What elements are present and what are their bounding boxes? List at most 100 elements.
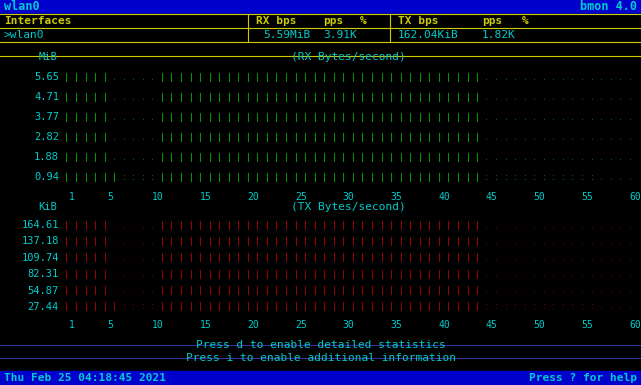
Text: |: |: [379, 112, 385, 122]
Text: .: .: [590, 286, 594, 295]
Text: 40: 40: [438, 192, 450, 202]
Text: Thu Feb 25 04:18:45 2021: Thu Feb 25 04:18:45 2021: [4, 373, 166, 383]
Text: |: |: [313, 172, 317, 181]
Text: |: |: [246, 221, 251, 230]
Text: |: |: [160, 253, 165, 262]
Text: 10: 10: [152, 320, 163, 330]
Text: |: |: [246, 253, 251, 262]
Text: |: |: [389, 286, 394, 295]
Text: |: |: [427, 221, 432, 230]
Text: |: |: [255, 132, 260, 142]
Text: |: |: [456, 237, 461, 246]
Text: |: |: [370, 172, 375, 181]
Text: .: .: [542, 112, 547, 122]
Text: |: |: [313, 72, 317, 82]
Text: |: |: [188, 112, 194, 122]
Text: |: |: [427, 286, 432, 295]
Text: |: |: [160, 270, 165, 279]
Text: .: .: [580, 72, 585, 82]
Text: .: .: [542, 286, 547, 295]
Text: |: |: [313, 237, 317, 246]
Text: |: |: [446, 286, 451, 295]
Text: |: |: [370, 302, 375, 311]
Text: |: |: [198, 253, 203, 262]
Text: |: |: [64, 172, 69, 181]
Text: |: |: [274, 92, 279, 102]
Text: |: |: [169, 172, 174, 181]
Text: |: |: [446, 132, 451, 142]
Text: .: .: [618, 172, 623, 181]
Text: .: .: [551, 72, 556, 82]
Text: :: :: [122, 302, 126, 311]
Text: .: .: [112, 92, 117, 102]
Text: .: .: [599, 112, 604, 122]
Text: 1.88: 1.88: [34, 152, 59, 162]
Text: |: |: [93, 237, 98, 246]
Text: .: .: [628, 286, 633, 295]
Text: |: |: [246, 286, 251, 295]
Text: 40: 40: [438, 320, 450, 330]
Text: :: :: [590, 172, 594, 181]
Text: |: |: [198, 112, 203, 122]
Text: |: |: [456, 72, 461, 82]
Text: (TX Bytes/second): (TX Bytes/second): [291, 202, 406, 212]
Text: |: |: [93, 92, 98, 102]
Text: .: .: [532, 112, 537, 122]
Text: |: |: [284, 172, 289, 181]
Text: |: |: [236, 270, 241, 279]
Text: .: .: [561, 112, 566, 122]
Text: |: |: [379, 270, 385, 279]
Text: |: |: [341, 92, 346, 102]
Text: |: |: [246, 270, 251, 279]
Text: .: .: [485, 132, 490, 142]
Text: .: .: [532, 92, 537, 102]
Text: 55: 55: [581, 320, 593, 330]
Text: |: |: [427, 72, 432, 82]
Text: |: |: [456, 286, 461, 295]
Text: |: |: [322, 132, 327, 142]
Text: 25: 25: [295, 192, 306, 202]
Text: |: |: [322, 237, 327, 246]
Text: |: |: [360, 253, 365, 262]
Text: |: |: [331, 72, 337, 82]
Text: .: .: [522, 237, 528, 246]
Text: :: :: [580, 172, 585, 181]
Text: .: .: [150, 237, 155, 246]
Text: :: :: [140, 302, 146, 311]
Text: .: .: [485, 286, 490, 295]
Text: .: .: [494, 152, 499, 161]
Text: |: |: [103, 270, 108, 279]
Text: .: .: [608, 92, 613, 102]
Text: |: |: [160, 237, 165, 246]
Text: |: |: [446, 253, 451, 262]
Text: :: :: [561, 172, 566, 181]
Text: |: |: [351, 112, 356, 122]
Text: |: |: [198, 237, 203, 246]
Text: |: |: [179, 221, 184, 230]
Text: |: |: [83, 152, 88, 161]
Text: |: |: [418, 112, 422, 122]
Text: |: |: [427, 172, 432, 181]
Text: :: :: [485, 302, 490, 311]
Text: |: |: [93, 172, 98, 181]
Text: .: .: [628, 92, 633, 102]
Text: :: :: [504, 172, 508, 181]
Text: |: |: [274, 237, 279, 246]
Text: |: |: [456, 270, 461, 279]
Text: :: :: [551, 172, 556, 181]
Text: |: |: [236, 237, 241, 246]
Text: 137.18: 137.18: [22, 236, 59, 246]
Text: |: |: [274, 253, 279, 262]
Text: .: .: [494, 112, 499, 122]
Text: |: |: [188, 270, 194, 279]
Text: 3.77: 3.77: [34, 112, 59, 122]
Text: .: .: [140, 152, 146, 161]
Text: |: |: [379, 253, 385, 262]
Text: :: :: [131, 172, 136, 181]
Text: |: |: [255, 302, 260, 311]
Text: |: |: [389, 72, 394, 82]
Text: |: |: [389, 132, 394, 142]
Text: |: |: [313, 152, 317, 161]
Text: pps: pps: [482, 16, 503, 26]
Text: .: .: [112, 152, 117, 161]
